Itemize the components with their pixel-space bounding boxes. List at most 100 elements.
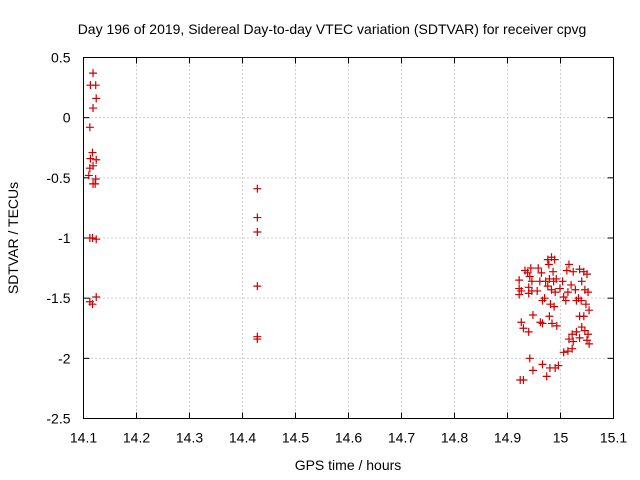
data-point [85,164,94,173]
data-point [91,81,100,90]
data-point [585,339,594,348]
data-point [519,324,528,333]
data-point [561,296,570,305]
y-tick-label: 0.5 [51,50,71,66]
data-point [551,288,560,297]
data-point [89,69,98,78]
data-point [575,333,584,342]
data-point [88,234,97,242]
data-point [545,274,554,283]
data-point [549,267,558,276]
data-point [91,179,100,188]
data-point [525,354,534,363]
data-point [544,260,553,269]
data-point [527,277,536,286]
x-tick-label: 14.3 [176,430,203,446]
data-point [550,255,559,264]
data-point [524,289,533,298]
data-point [89,104,98,113]
data-point [550,302,559,311]
y-tick-label: 0 [63,110,71,126]
data-point [88,300,97,309]
data-point [88,148,97,157]
data-point [253,213,262,222]
y-tick-label: -1 [58,230,71,246]
data-point [584,288,593,297]
data-point [253,184,262,193]
x-tick-label: 14.9 [494,430,521,446]
data-point [581,300,590,309]
data-point [519,375,528,384]
x-tick-label: 14.7 [388,430,415,446]
data-points [84,69,594,384]
data-point [559,348,568,357]
data-point [92,292,101,301]
data-point [92,155,101,164]
data-point [526,264,535,273]
chart-title: Day 196 of 2019, Sidereal Day-to-day VTE… [78,21,587,37]
data-point [568,344,577,353]
data-point [253,335,262,344]
y-tick-label: -2.5 [46,411,70,427]
data-point [253,227,262,236]
data-point [558,277,567,286]
data-point [534,264,543,273]
data-point [552,321,561,330]
data-point [562,266,571,275]
data-point [564,335,573,344]
data-point [515,290,524,299]
y-tick-label: -0.5 [46,170,70,186]
data-point [540,294,549,303]
data-point [564,260,573,269]
data-point [583,336,591,345]
x-tick-label: 15.1 [600,430,627,446]
data-point [542,372,551,381]
data-point [584,330,593,339]
x-tick-label: 14.8 [441,430,468,446]
data-point [85,123,94,132]
data-point [528,311,537,320]
data-point [538,360,547,369]
data-point [545,312,554,321]
data-point [583,270,591,279]
data-point [537,268,546,277]
data-point [577,277,586,286]
data-point [515,276,524,285]
data-point [528,366,537,375]
data-point [575,312,584,321]
data-point [524,327,533,336]
data-point [567,280,576,289]
data-point [533,286,542,295]
data-point [86,154,95,163]
data-point [572,327,581,336]
data-point [525,272,534,281]
data-point [571,285,580,294]
data-point [84,171,93,180]
x-tick-label: 14.1 [70,430,97,446]
data-point [563,288,572,297]
x-tick-label: 14.6 [335,430,362,446]
y-axis-label: SDTVAR / TECUs [5,182,21,294]
data-point [92,235,101,244]
data-point [555,284,564,293]
data-point [253,282,262,291]
data-point [548,319,557,328]
data-point [536,318,545,327]
data-point [552,274,561,283]
data-point [92,94,101,103]
y-tick-label: -1.5 [46,290,70,306]
data-point [543,282,552,291]
data-point [585,306,594,315]
x-tick-label: 14.2 [123,430,150,446]
data-point [569,337,578,346]
data-point [569,267,578,276]
x-tick-label: 14.4 [229,430,256,446]
data-point [554,361,563,370]
grid [83,57,614,419]
x-axis-label: GPS time / hours [295,457,402,473]
data-point [568,330,577,339]
data-point [538,319,547,328]
x-tick-label: 14.5 [282,430,309,446]
axis-ticks: 14.1 14.2 14.3 14.4 14.5 14.6 14.7 14.8 14.9 15 15… [46,50,627,446]
